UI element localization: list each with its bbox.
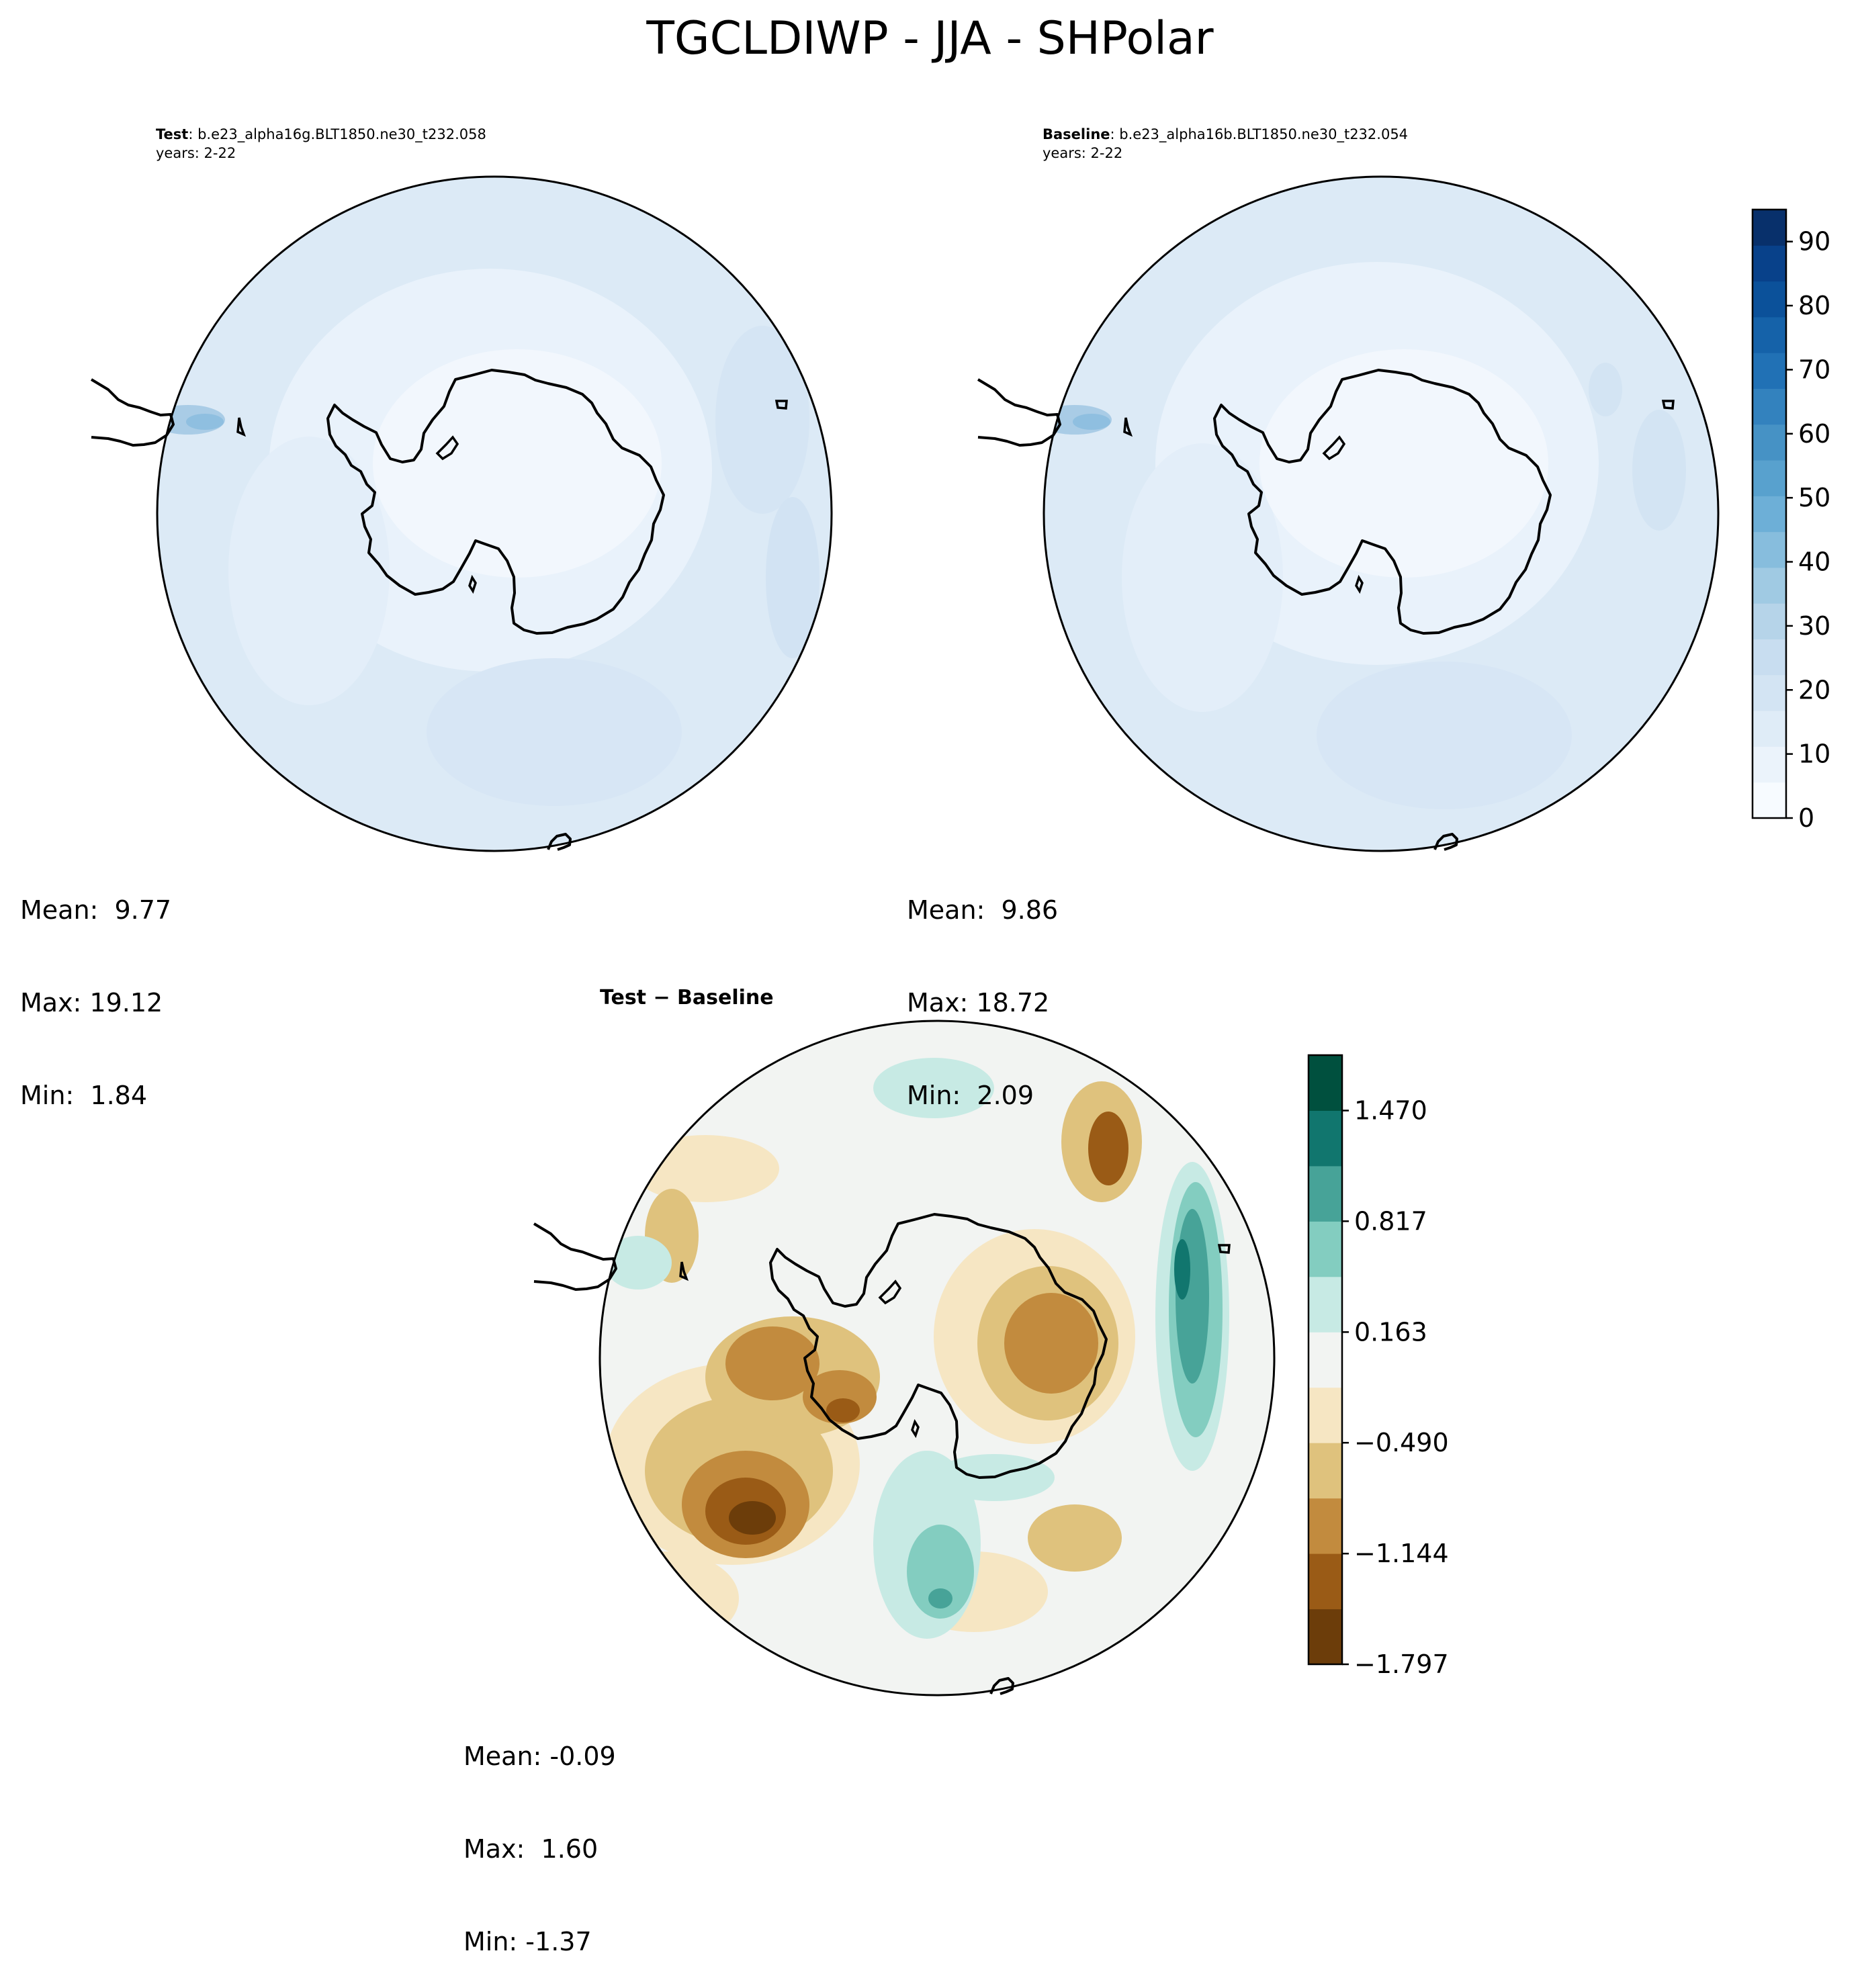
colorbar-tick-label: 30 [1798, 611, 1830, 641]
colorbar-segment [1753, 496, 1786, 533]
colorbar-tick-label: 0.817 [1354, 1206, 1427, 1236]
baseline-years: years: 2-22 [1043, 145, 1123, 161]
colorbar-tick-label: 10 [1798, 739, 1830, 769]
figure-title: TGCLDIWP - JJA - SHPolar [646, 12, 1214, 65]
difference-colorbar: −1.797 −1.144 −0.490 0.163 0.817 1.470 [1307, 1054, 1449, 1679]
colorbar-segment [1753, 353, 1786, 389]
baseline-mean: Mean: 9.86 [907, 895, 1059, 925]
colorbar-segment [1309, 1443, 1342, 1499]
colorbar-segment [1753, 316, 1786, 353]
colorbar-tick-label: 60 [1798, 419, 1830, 449]
colorbar-border [1307, 1054, 1343, 1666]
colorbar-segment [1753, 603, 1786, 640]
test-map [90, 175, 833, 852]
main-colorbar: 0 10 20 30 40 50 60 70 80 90 [1751, 208, 1830, 833]
colorbar-segment [1753, 674, 1786, 711]
colorbar-segment [1753, 782, 1786, 819]
colorbar-segment [1309, 1221, 1342, 1277]
baseline-label: Baseline [1043, 126, 1110, 142]
baseline-max: Max: 18.72 [907, 988, 1050, 1018]
colorbar-segment [1753, 281, 1786, 318]
colorbar-segment [1309, 1165, 1342, 1222]
test-mean: Mean: 9.77 [20, 895, 172, 925]
colorbar-segment [1309, 1609, 1342, 1665]
colorbar-tick-label: 70 [1798, 355, 1830, 384]
colorbar-tick-label: 20 [1798, 675, 1830, 705]
baseline-stats: Mean: 9.86 Max: 18.72 Min: 2.09 [907, 833, 1058, 1142]
colorbar-segment [1309, 1332, 1342, 1388]
baseline-case-name: : b.e23_alpha16b.BLT1850.ne30_t232.054 [1110, 126, 1409, 142]
colorbar-tick-label: −1.797 [1354, 1650, 1449, 1679]
colorbar-segment [1309, 1498, 1342, 1554]
colorbar-tick-label: 1.470 [1354, 1096, 1427, 1126]
test-min: Min: 1.84 [20, 1081, 147, 1110]
colorbar-segment [1753, 245, 1786, 282]
colorbar-tick-label: 50 [1798, 483, 1830, 512]
colorbar-segment [1753, 639, 1786, 676]
colorbar-tick-label: −0.490 [1354, 1428, 1449, 1457]
colorbar-tick-label: 80 [1798, 291, 1830, 320]
baseline-min: Min: 2.09 [907, 1081, 1034, 1110]
colorbar-tick-label: 40 [1798, 547, 1830, 577]
test-max: Max: 19.12 [20, 988, 163, 1018]
test-stats: Mean: 9.77 Max: 19.12 Min: 1.84 [20, 833, 171, 1142]
colorbar-segment [1753, 460, 1786, 496]
colorbar-tick-label: 0.163 [1354, 1317, 1427, 1347]
baseline-case-header: Baseline: b.e23_alpha16b.BLT1850.ne30_t2… [1043, 125, 1408, 163]
colorbar-tick-label: 90 [1798, 227, 1830, 257]
test-years: years: 2-22 [156, 145, 236, 161]
test-case-name: : b.e23_alpha16g.BLT1850.ne30_t232.058 [188, 126, 486, 142]
colorbar-tick-label: 0 [1798, 803, 1814, 833]
difference-min: Min: -1.37 [463, 1927, 592, 1956]
colorbar-segment [1309, 1110, 1342, 1167]
map-figure: 0 10 20 30 40 50 60 70 80 90 −1.797 −1.144 −0.490 0.… [90, 175, 1830, 1697]
colorbar-segment [1753, 424, 1786, 461]
colorbar-segment [1753, 210, 1786, 246]
test-case-header: Test: b.e23_alpha16g.BLT1850.ne30_t232.0… [156, 125, 486, 163]
colorbar-segment [1753, 746, 1786, 783]
colorbar-segment [1309, 1553, 1342, 1610]
difference-map [533, 1020, 1276, 1697]
colorbar-segment [1309, 1276, 1342, 1332]
colorbar-segment [1309, 1387, 1342, 1443]
colorbar-border [1751, 208, 1787, 819]
colorbar-segment [1753, 711, 1786, 747]
colorbar-segment [1309, 1055, 1342, 1111]
colorbar-segment [1753, 388, 1786, 425]
difference-mean: Mean: -0.09 [463, 1742, 616, 1771]
baseline-map [977, 175, 1720, 852]
test-label: Test [156, 126, 189, 142]
difference-max: Max: 1.60 [463, 1834, 599, 1864]
colorbar-segment [1753, 567, 1786, 604]
difference-stats: Mean: -0.09 Max: 1.60 Min: -1.37 [463, 1679, 616, 1988]
difference-title: Test − Baseline [600, 986, 774, 1009]
colorbar-tick-label: −1.144 [1354, 1539, 1449, 1568]
colorbar-segment [1753, 531, 1786, 568]
